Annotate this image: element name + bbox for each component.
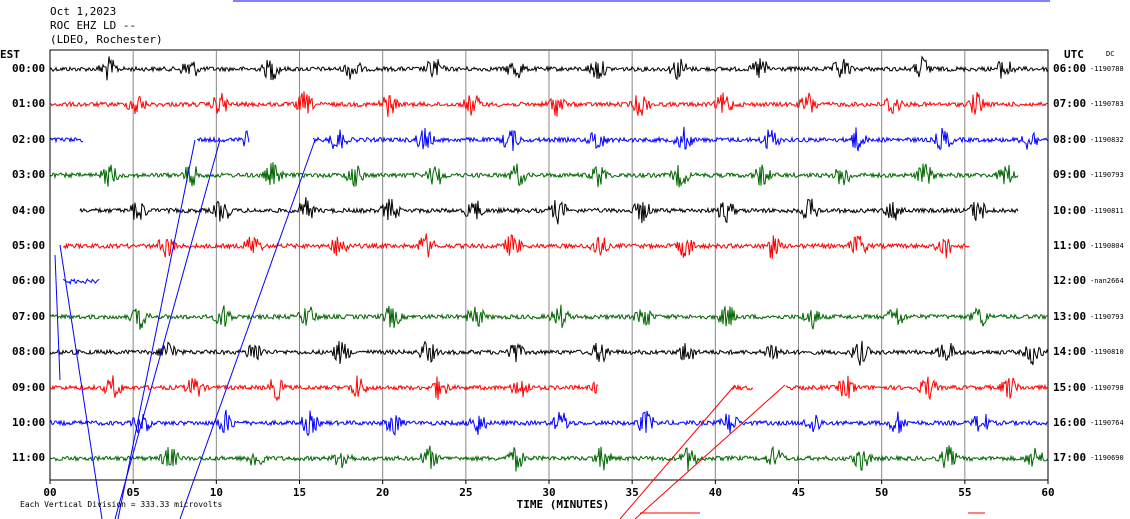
- est-time-label: 01:00: [12, 97, 46, 111]
- dc-offset-value: -1190764: [1090, 419, 1124, 427]
- utc-time-label: 13:00: [1053, 309, 1087, 323]
- est-time-label: 06:00: [12, 274, 46, 288]
- utc-time-label: 09:00: [1053, 168, 1087, 182]
- x-tick-label: 45: [792, 486, 805, 499]
- dc-offset-value: -1190832: [1090, 135, 1124, 144]
- x-tick-label: 55: [958, 486, 971, 499]
- scale-note: Each Vertical Division = 333.33 microvol…: [20, 500, 223, 509]
- est-time-label: 03:00: [12, 168, 46, 182]
- utc-time-label: 17:00: [1053, 451, 1087, 465]
- trace-row: [49, 126, 1049, 152]
- dc-offset-header: DC: [1106, 50, 1115, 58]
- est-time-label: 08:00: [12, 345, 46, 359]
- utc-time-label: 16:00: [1053, 416, 1087, 429]
- network-name: (LDEO, Rochester): [50, 33, 163, 46]
- trace-row: [49, 91, 1049, 117]
- x-tick-label: 40: [709, 486, 722, 499]
- trace-row: [49, 304, 1049, 330]
- trace-row: [79, 197, 1019, 225]
- x-tick-label: 60: [1041, 486, 1054, 499]
- x-tick-label: 30: [542, 486, 555, 499]
- dc-offset-value: -1190810: [1090, 348, 1124, 357]
- trace-row: [62, 278, 100, 285]
- est-time-label: 09:00: [12, 380, 46, 394]
- event-trace-line: [179, 139, 316, 519]
- plot-date: Oct 1,2023: [50, 5, 117, 18]
- x-tick-label: 10: [210, 486, 223, 499]
- event-trace-line: [634, 384, 786, 519]
- x-tick-label: 25: [459, 486, 472, 499]
- event-trace-line: [59, 244, 103, 519]
- est-time-label: 05:00: [12, 239, 46, 252]
- dc-offset-value: -1190783: [1090, 100, 1124, 109]
- dc-offset-value: -1190793: [1090, 171, 1124, 180]
- utc-time-label: 11:00: [1053, 239, 1087, 252]
- est-time-label: 02:00: [12, 132, 46, 146]
- dc-offset-value: -1190798: [1090, 383, 1124, 392]
- utc-time-label: 10:00: [1053, 203, 1087, 217]
- utc-time-label: 07:00: [1053, 97, 1087, 111]
- dc-offset-value: -1190690: [1090, 454, 1124, 463]
- est-time-label: 04:00: [12, 203, 46, 217]
- dc-offset-value: -nan2664: [1090, 277, 1124, 286]
- x-tick-label: 00: [43, 486, 56, 499]
- dc-offset-value: -1190811: [1090, 206, 1124, 215]
- right-timezone-label: UTC: [1064, 48, 1084, 61]
- dc-offset-value: -1190788: [1090, 65, 1124, 73]
- x-tick-label: 35: [626, 486, 639, 499]
- trace-row: [62, 233, 970, 259]
- x-tick-label: 20: [376, 486, 389, 499]
- x-tick-label: 15: [293, 486, 306, 499]
- dc-offset-value: -1190793: [1090, 312, 1124, 321]
- trace-row: [49, 409, 1048, 437]
- utc-time-label: 14:00: [1053, 345, 1087, 359]
- est-time-label: 07:00: [12, 309, 46, 323]
- utc-time-label: 15:00: [1053, 380, 1087, 394]
- event-trace-line: [619, 384, 736, 519]
- trace-row: [49, 340, 1049, 366]
- x-axis-title: TIME (MINUTES): [517, 498, 610, 511]
- trace-row: [49, 445, 1049, 472]
- trace-row: [49, 55, 1049, 81]
- dc-offset-value: -1190804: [1090, 242, 1124, 250]
- est-time-label: 10:00: [12, 416, 46, 429]
- event-trace-line: [117, 139, 196, 519]
- x-tick-label: 50: [875, 486, 888, 499]
- station-code: ROC EHZ LD --: [50, 19, 137, 32]
- utc-time-label: 06:00: [1053, 62, 1087, 75]
- event-trace-line: [114, 139, 221, 519]
- trace-row: [49, 375, 1049, 402]
- x-tick-label: 05: [127, 486, 140, 499]
- est-time-label: 11:00: [12, 451, 46, 465]
- trace-row: [49, 162, 1019, 188]
- est-time-label: 00:00: [12, 62, 46, 75]
- utc-time-label: 12:00: [1053, 274, 1087, 288]
- left-timezone-label: EST: [0, 48, 20, 61]
- utc-time-label: 08:00: [1053, 132, 1087, 146]
- event-trace-line: [54, 254, 61, 381]
